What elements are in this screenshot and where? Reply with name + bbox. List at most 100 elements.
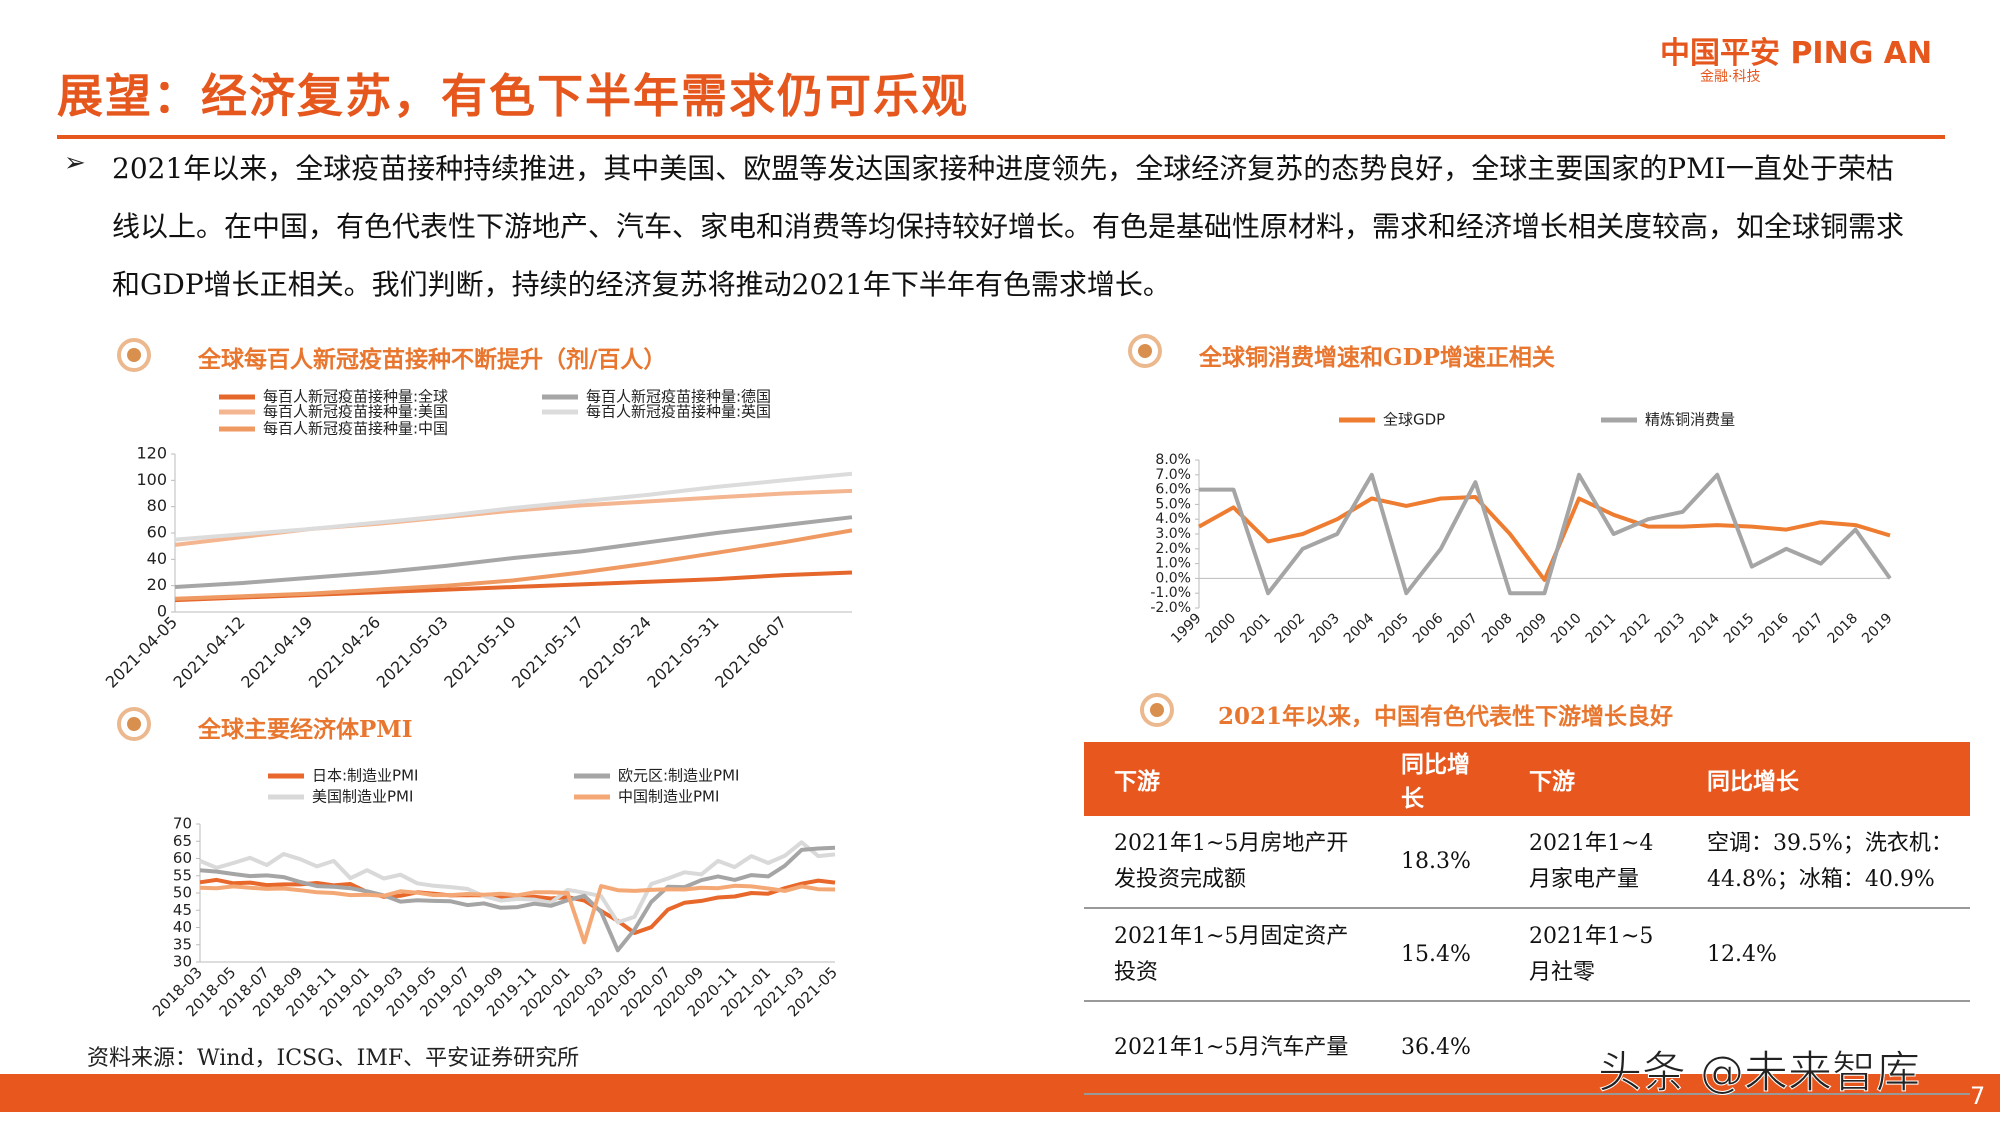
table-cell: 空调：39.5%；洗衣机：44.8%；冰箱：40.9% (1677, 816, 1970, 909)
x-tick-label: 2021-05-31 (643, 613, 722, 692)
x-tick-label: 2021-04-26 (305, 613, 384, 692)
series-line (174, 528, 853, 601)
y-tick-label: 40 (147, 549, 167, 568)
series-line (174, 488, 853, 547)
legend-label: 每百人新冠疫苗接种量:美国 (263, 403, 448, 421)
chart-title: 全球每百人新冠疫苗接种不断提升（剂/百人） (198, 346, 667, 373)
header-cell: 下游 (1084, 742, 1371, 816)
table-cell: 2021年1~5月房地产开发投资完成额 (1084, 816, 1371, 909)
legend-label: 每百人新冠疫苗接种量:英国 (586, 403, 771, 421)
legend-label: 日本:制造业PMI (312, 767, 418, 785)
x-tick-label: 2009 (1514, 610, 1551, 647)
y-tick-label: 0 (157, 602, 167, 621)
slide-title: 展望：经济复苏，有色下半年需求仍可乐观 (57, 69, 969, 123)
page-number: 7 (1970, 1082, 1986, 1110)
bullet-icon: ➢ (64, 148, 86, 178)
y-tick-label: 50 (173, 884, 192, 902)
x-tick-label: 2005 (1375, 610, 1412, 647)
table-cell: 18.3% (1371, 816, 1499, 909)
logo-subtitle: 金融·科技 (1700, 69, 1761, 85)
x-tick-label: 2006 (1410, 610, 1447, 647)
header-cell: 同比增长 (1677, 742, 1970, 816)
x-tick-label: 2004 (1341, 610, 1378, 647)
x-tick-label: 2012 (1617, 610, 1654, 647)
header-cell: 同比增长 (1371, 742, 1499, 816)
section-icon (1128, 334, 1162, 368)
legend-label: 中国制造业PMI (618, 788, 719, 806)
y-tick-label: 4.0% (1155, 511, 1191, 527)
table-cell: 36.4% (1371, 1001, 1499, 1095)
empty-cell (1499, 1001, 1677, 1095)
y-tick-label: 30 (173, 953, 192, 971)
y-tick-label: 80 (147, 496, 167, 515)
y-tick-label: 70 (173, 815, 192, 833)
x-tick-label: 2021-06-07 (711, 613, 790, 692)
x-tick-label: 2011 (1583, 610, 1620, 647)
series-line (199, 845, 836, 953)
y-tick-label: 2.0% (1155, 541, 1191, 557)
y-tick-label: 55 (173, 866, 192, 884)
empty-cell (1677, 1001, 1970, 1095)
series-line (199, 883, 836, 945)
y-tick-label: 45 (173, 901, 192, 919)
x-tick-label: 2001 (1237, 610, 1274, 647)
table-row: 2021年1~5月固定资产投资 15.4% 2021年1~5月社零 12.4% (1084, 908, 1970, 1002)
legend-label: 每百人新冠疫苗接种量:全球 (263, 388, 448, 406)
chart-title: 全球主要经济体PMI (198, 716, 413, 743)
table-title: 2021年以来，中国有色代表性下游增长良好 (1218, 703, 1674, 730)
table-cell: 12.4% (1677, 908, 1970, 1002)
section-icon (117, 707, 151, 741)
y-tick-label: 60 (147, 523, 167, 542)
x-tick-label: 2018 (1825, 610, 1862, 647)
x-tick-label: 2021-05-24 (576, 613, 655, 692)
series-line (1199, 472, 1892, 596)
y-tick-label: 1.0% (1155, 556, 1191, 572)
x-tick-label: 2015 (1721, 610, 1758, 647)
legend-label: 欧元区:制造业PMI (618, 767, 739, 785)
x-tick-label: 2016 (1755, 610, 1792, 647)
y-tick-label: -2.0% (1150, 600, 1191, 616)
x-tick-label: 2021-05-10 (440, 613, 519, 692)
y-tick-label: 20 (147, 575, 167, 594)
table-header: 下游 同比增长 下游 同比增长 (1084, 742, 1970, 816)
series-line (199, 840, 836, 925)
y-tick-label: 7.0% (1155, 467, 1191, 483)
table-cell: 2021年1~5月社零 (1499, 908, 1677, 1002)
x-tick-label: 2021-04-19 (237, 613, 316, 692)
series-line (1198, 495, 1891, 582)
chart-title: 全球铜消费增速和GDP增速正相关 (1199, 344, 1555, 371)
x-tick-label: 2010 (1548, 610, 1585, 647)
table-cell: 2021年1~5月汽车产量 (1084, 1001, 1371, 1095)
table-row: 2021年1~5月房地产开发投资完成额 18.3% 2021年1~4月家电产量 空调：… (1084, 816, 1970, 909)
x-tick-label: 2017 (1790, 610, 1827, 647)
table-row: 2021年1~5月汽车产量 36.4% (1084, 1001, 1970, 1095)
header-cell: 下游 (1499, 742, 1677, 816)
x-tick-label: 2000 (1203, 610, 1240, 647)
legend-label: 精炼铜消费量 (1645, 411, 1735, 429)
watermark: 头条 @未来智库 (1598, 1047, 1921, 1099)
y-tick-label: 65 (173, 832, 192, 850)
section-icon (1140, 693, 1174, 727)
x-tick-label: 2014 (1686, 610, 1723, 647)
y-tick-label: 6.0% (1155, 482, 1191, 498)
x-tick-label: 2013 (1652, 610, 1689, 647)
legend-label: 全球GDP (1383, 411, 1445, 429)
y-tick-label: 60 (173, 849, 192, 867)
series-line (174, 471, 853, 542)
y-tick-label: 35 (173, 935, 192, 953)
bullet-text: 2021年以来，全球疫苗接种持续推进，其中美国、欧盟等发达国家接种进度领先，全球… (112, 152, 1905, 301)
y-tick-label: 8.0% (1155, 452, 1191, 468)
x-tick-label: 2021-05-03 (373, 613, 452, 692)
logo: 中国平安 PING AN (1660, 36, 1933, 71)
legend-label: 美国制造业PMI (312, 788, 413, 806)
y-tick-label: 3.0% (1155, 526, 1191, 542)
y-tick-label: -1.0% (1150, 585, 1191, 601)
source-note: 资料来源：Wind，ICSG、IMF、平安证券研究所 (87, 1046, 580, 1071)
data-table: 下游 同比增长 下游 同比增长 2021年1~5月房地产开发投资完成额 18.3% 202… (1084, 742, 1970, 1095)
x-tick-label: 2002 (1272, 610, 1309, 647)
y-tick-label: 120 (136, 444, 167, 463)
table-body: 2021年1~5月房地产开发投资完成额 18.3% 2021年1~4月家电产量 空调：… (1084, 816, 1970, 1095)
legend-label: 每百人新冠疫苗接种量:德国 (586, 388, 771, 406)
